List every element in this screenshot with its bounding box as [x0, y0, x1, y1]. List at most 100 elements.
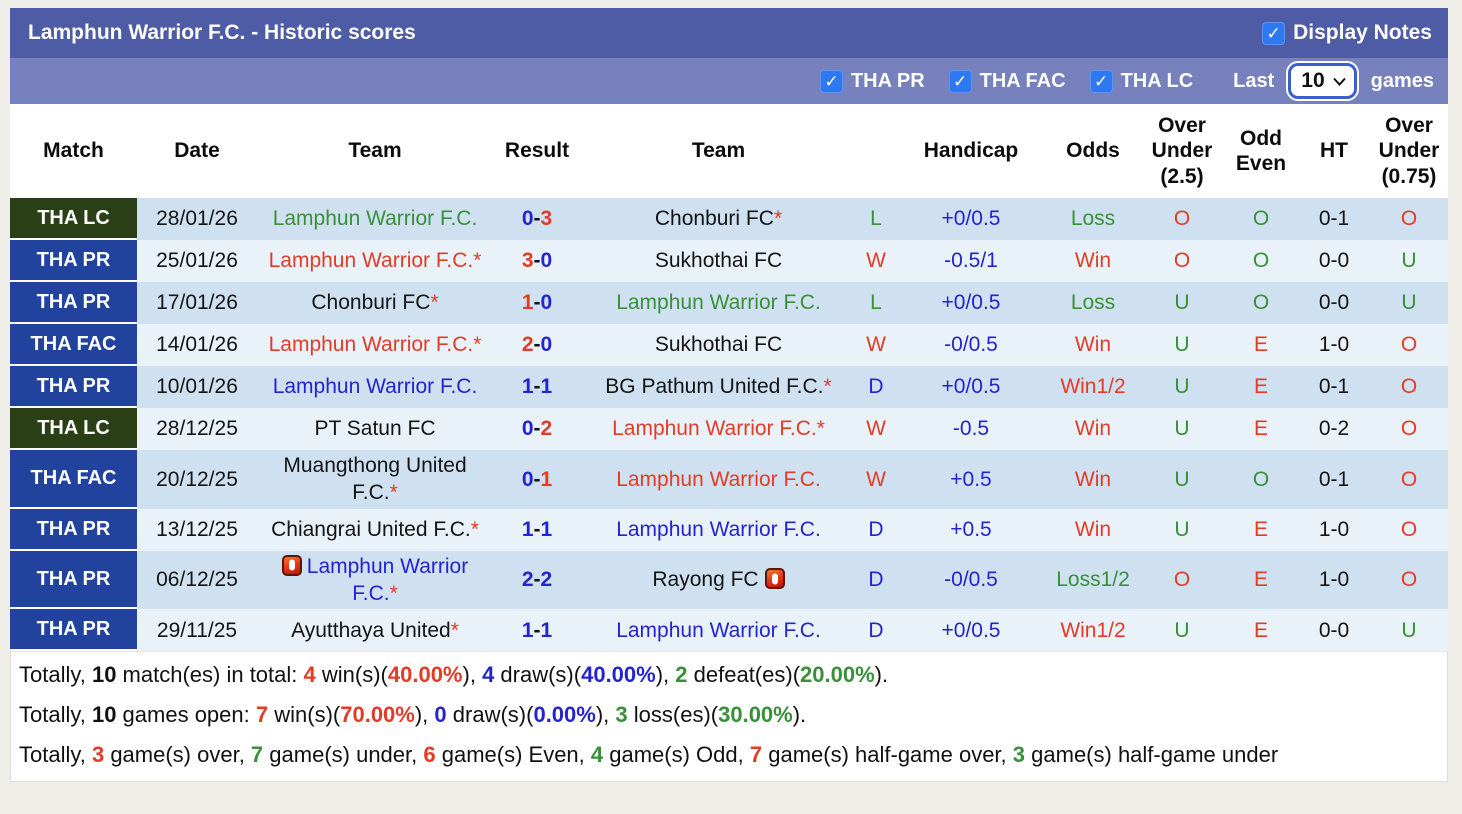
handicap-value: +0/0.5	[941, 291, 1001, 315]
away-team-name[interactable]: BG Pathum United F.C.	[605, 375, 824, 399]
away-team-name[interactable]: Rayong FC	[652, 568, 759, 592]
away-score: 2	[540, 568, 553, 592]
wdl-flag: D	[868, 568, 884, 592]
away-team-name[interactable]: Sukhothai FC	[654, 333, 783, 357]
home-team: Lamphun Warrior F.C.*	[269, 331, 482, 358]
games-label: games	[1370, 69, 1434, 92]
result-score: 0-3	[493, 198, 581, 240]
away-team: Lamphun Warrior F.C.	[616, 516, 821, 543]
home-score: 2	[521, 333, 534, 357]
home-team-asterisk: *	[430, 291, 439, 315]
display-notes-checkbox[interactable]: ✓	[1262, 21, 1286, 45]
match-date: 25/01/26	[156, 249, 238, 273]
result-score: 2-2	[493, 551, 581, 610]
table-row: THA PR 17/01/26 Chonburi FC* 1-0 Lamphun…	[10, 282, 1448, 324]
over-under-075-flag: U	[1401, 291, 1417, 315]
away-team-asterisk: *	[816, 417, 825, 441]
handicap-value: -0.5/1	[944, 249, 998, 273]
home-team: Lamphun Warrior F.C.	[273, 205, 478, 232]
table-row: THA LC 28/01/26 Lamphun Warrior F.C. 0-3…	[10, 198, 1448, 240]
ht-score: 0-1	[1318, 207, 1350, 231]
tha-fac-label: THA FAC	[979, 69, 1066, 92]
ht-score: 1-0	[1318, 333, 1350, 357]
away-team-name[interactable]: Lamphun Warrior F.C.	[616, 517, 821, 541]
home-team-name[interactable]: PT Satun FC	[314, 417, 436, 441]
handicap-value: +0/0.5	[941, 207, 1001, 231]
handicap-value: -0/0.5	[944, 568, 998, 592]
result-score: 3-0	[493, 240, 581, 282]
match-date: 28/12/25	[156, 417, 238, 441]
home-team: Chiangrai United F.C.*	[271, 516, 479, 543]
away-team-name[interactable]: Lamphun Warrior F.C.	[612, 417, 817, 441]
home-team-name[interactable]: Ayutthaya United	[291, 618, 451, 642]
ht-score: 0-0	[1318, 618, 1350, 642]
league-badge: THA PR	[10, 240, 137, 282]
away-team: Rayong FC	[652, 566, 785, 593]
tha-pr-checkbox[interactable]: ✓	[819, 69, 843, 93]
display-notes-label: Display Notes	[1293, 21, 1432, 44]
home-team-asterisk: *	[470, 517, 479, 541]
home-team-name[interactable]: Lamphun Warrior F.C.	[268, 249, 474, 273]
odds-result: Loss	[1070, 207, 1116, 231]
col-header-odds: Odds	[1066, 139, 1120, 163]
home-team-name[interactable]: Lamphun Warrior F.C.	[306, 554, 469, 605]
away-score: 1	[540, 517, 553, 541]
summary-notes: Totally, 10 match(es) in total: 4 win(s)…	[10, 651, 1448, 782]
home-team-name[interactable]: Lamphun Warrior F.C.	[268, 333, 474, 357]
league-badge: THA PR	[10, 282, 137, 324]
home-team-asterisk: *	[389, 581, 398, 605]
away-team: BG Pathum United F.C.*	[605, 373, 831, 400]
home-team-asterisk: *	[389, 481, 398, 505]
away-team: Chonburi FC*	[655, 205, 782, 232]
table-body: THA LC 28/01/26 Lamphun Warrior F.C. 0-3…	[10, 198, 1448, 652]
home-score: 1	[521, 291, 534, 315]
over-under-075-flag: O	[1400, 207, 1418, 231]
home-team-name[interactable]: Lamphun Warrior F.C.	[272, 207, 478, 231]
result-score: 0-2	[493, 408, 581, 450]
home-team-asterisk: *	[473, 333, 482, 357]
home-team: Muangthong United F.C.*	[261, 452, 489, 507]
away-team-name[interactable]: Sukhothai FC	[654, 249, 783, 273]
match-date: 14/01/26	[156, 333, 238, 357]
tha-fac-checkbox[interactable]: ✓	[948, 69, 972, 93]
home-team-asterisk: *	[473, 249, 482, 273]
match-date: 29/11/25	[156, 618, 238, 642]
table-row: THA FAC 14/01/26 Lamphun Warrior F.C.* 2…	[10, 324, 1448, 366]
ht-score: 1-0	[1318, 568, 1350, 592]
filter-bar: ✓ THA PR ✓ THA FAC ✓ THA LC Last 10 game…	[10, 58, 1448, 104]
away-team-name[interactable]: Lamphun Warrior F.C.	[616, 291, 821, 315]
home-team-name[interactable]: Chonburi FC	[311, 291, 431, 315]
result-score: 2-0	[493, 324, 581, 366]
odd-even-flag: E	[1253, 517, 1268, 541]
over-under-25-flag: U	[1174, 417, 1190, 441]
last-games-select[interactable]: 10	[1288, 63, 1357, 99]
away-team-asterisk: *	[773, 207, 783, 231]
tha-lc-checkbox[interactable]: ✓	[1089, 69, 1113, 93]
over-under-25-flag: O	[1173, 249, 1191, 273]
odds-result: Win1/2	[1060, 375, 1126, 399]
handicap-value: +0/0.5	[941, 375, 1001, 399]
odds-result: Win	[1074, 517, 1112, 541]
odd-even-flag: O	[1252, 467, 1270, 491]
league-badge: THA FAC	[10, 324, 137, 366]
col-header-date: Date	[174, 139, 220, 163]
odd-even-flag: E	[1253, 333, 1268, 357]
over-under-075-flag: O	[1400, 517, 1418, 541]
home-team-name[interactable]: Chiangrai United F.C.	[271, 517, 471, 541]
away-team: Lamphun Warrior F.C.	[616, 466, 821, 493]
home-score: 0	[521, 467, 534, 491]
away-team-name[interactable]: Chonburi FC	[654, 207, 774, 231]
col-header-wdl	[856, 104, 896, 198]
over-under-25-flag: U	[1174, 618, 1190, 642]
away-team-name[interactable]: Lamphun Warrior F.C.	[616, 467, 821, 491]
ht-score: 0-0	[1318, 291, 1350, 315]
away-score: 3	[540, 207, 553, 231]
home-team-name[interactable]: Muangthong United F.C.	[283, 454, 467, 505]
ht-score: 0-0	[1318, 249, 1350, 273]
away-team-name[interactable]: Lamphun Warrior F.C.	[616, 618, 821, 642]
home-score: 0	[521, 207, 534, 231]
col-header-ht: HT	[1320, 139, 1348, 163]
col-header-home-team: Team	[348, 139, 402, 163]
home-score: 1	[521, 618, 534, 642]
home-team-name[interactable]: Lamphun Warrior F.C.	[272, 375, 478, 399]
